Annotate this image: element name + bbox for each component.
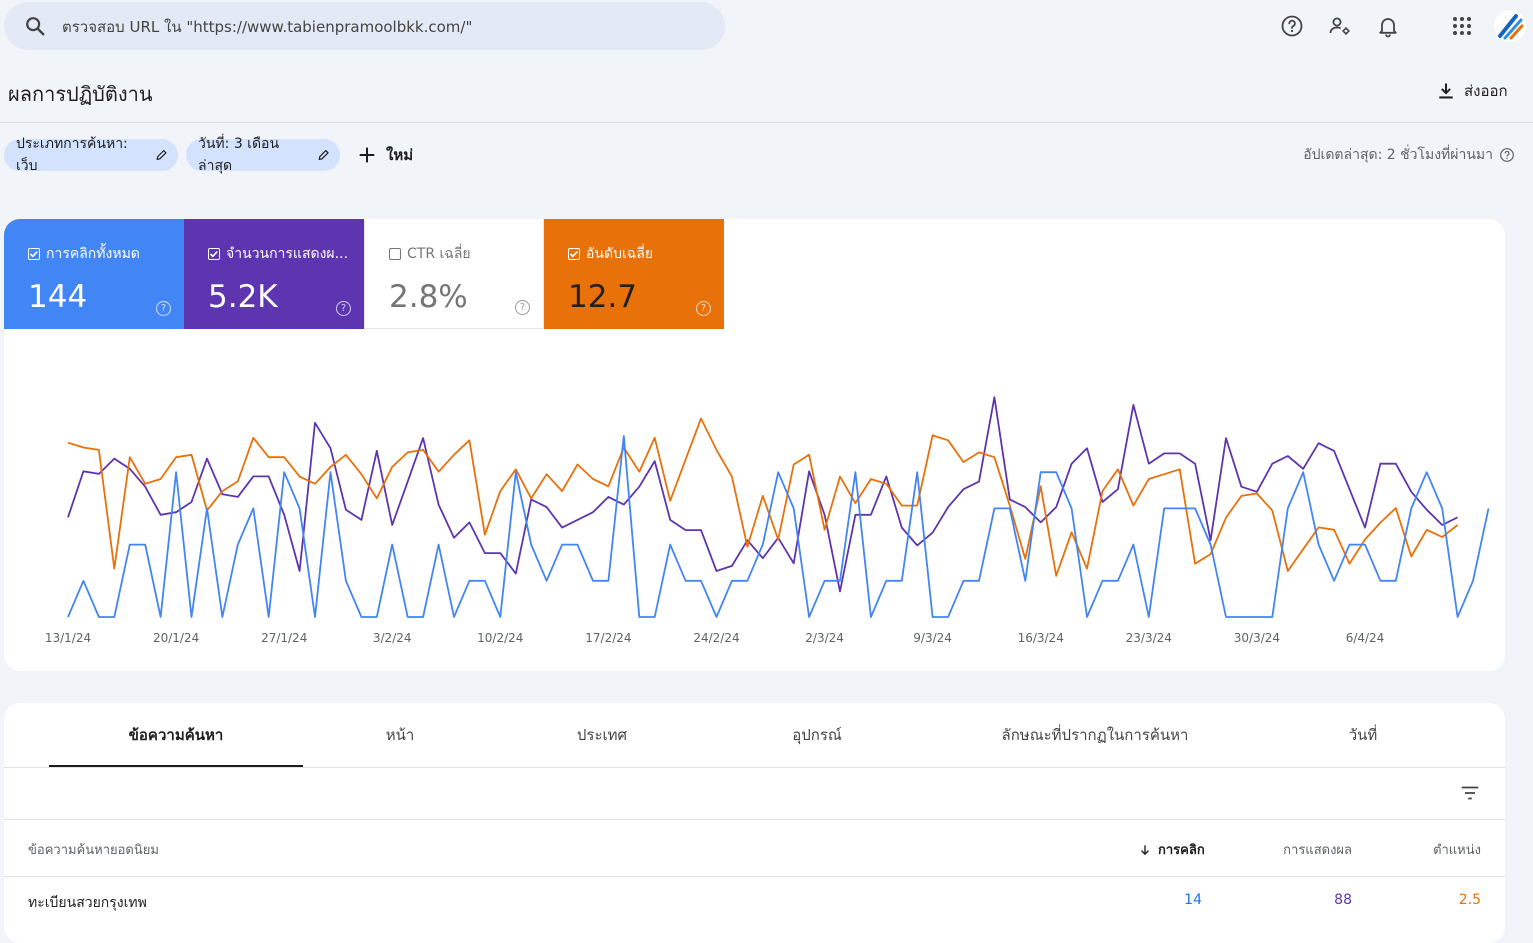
search-bar[interactable] [4,2,725,52]
row-position: 2.5 [1458,892,1481,908]
performance-line-chart[interactable]: 13/1/24 20/1/24 27/1/24 3/2/24 10/2/24 17/2/2… [4,329,1505,671]
tab-countries[interactable]: ประเทศ [576,726,628,744]
filter-row-divider [4,819,1505,820]
search-icon [26,17,45,36]
new-filter-button[interactable]: ใหม่ [356,139,413,171]
row-query: ทะเบียนสวยกรุงเทพ [28,895,147,911]
chip-label: ประเภทการค้นหา: เว็บ [16,136,128,174]
x-tick-label: 30/3/24 [1234,631,1280,645]
inspect-url-input[interactable] [60,2,704,52]
x-tick-label: 3/2/24 [373,631,412,645]
series-line-position[interactable] [67,417,1459,577]
results-table-card: ข้อความค้นหา หน้า ประเทศ อุปกรณ์ ลักษณะท… [4,703,1505,943]
row-impressions: 88 [1334,892,1352,908]
column-header-clicks[interactable]: การคลิก [1138,839,1205,860]
tab-pages[interactable]: หน้า [385,726,415,744]
x-tick-label: 6/4/24 [1346,631,1385,645]
checkbox-unchecked-icon[interactable] [389,248,401,260]
x-tick-label: 17/2/24 [585,631,631,645]
tab-dates[interactable]: วันที่ [1348,726,1378,744]
tab-divider [4,767,1505,768]
page-title: ผลการปฏิบัติงาน [8,82,153,106]
chip-label: วันที่: 3 เดือนล่าสุด [198,136,280,174]
metric-average-position[interactable]: อันดับเฉลี่ย 12.7 ? [544,219,724,329]
export-label: ส่งออก [1464,82,1508,100]
row-clicks: 14 [1184,892,1202,908]
download-icon [1439,83,1453,99]
edit-pencil-icon [318,149,329,161]
series-line-impressions[interactable] [67,396,1459,593]
tab-search-appearance[interactable]: ลักษณะที่ปรากฏในการค้นหา [1001,726,1189,744]
x-tick-label: 24/2/24 [693,631,739,645]
last-updated: อัปเดตล่าสุด: 2 ชั่วโมงที่ผ่านมา [1303,144,1515,166]
x-tick-label: 13/1/24 [45,631,91,645]
help-icon[interactable] [1280,14,1304,38]
checkbox-checked-icon[interactable] [568,248,580,260]
metric-value: 5.2K [208,279,278,315]
x-tick-label: 16/3/24 [1018,631,1064,645]
metric-value: 144 [28,279,88,315]
tab-devices[interactable]: อุปกรณ์ [792,726,842,744]
metric-total-impressions[interactable]: จำนวนการแสดงผ... 5.2K ? [184,219,364,329]
metric-value: 12.7 [568,279,638,315]
x-tick-label: 20/1/24 [153,631,199,645]
metric-total-clicks[interactable]: การคลิกทั้งหมด 144 ? [4,219,184,329]
column-header-impressions[interactable]: การแสดงผล [1283,843,1352,858]
help-icon[interactable]: ? [515,300,530,315]
x-tick-label: 10/2/24 [477,631,523,645]
metric-value: 2.8% [389,279,468,315]
plus-icon [359,147,375,163]
help-icon[interactable] [1499,147,1515,163]
header-divider [0,122,1533,123]
checkbox-checked-icon[interactable] [208,248,220,260]
new-filter-label: ใหม่ [386,146,414,164]
search-type-filter-chip[interactable]: ประเภทการค้นหา: เว็บ [4,136,178,174]
column-header-label: การคลิก [1158,843,1205,858]
apps-grid-icon[interactable] [1450,14,1474,38]
manage-users-icon[interactable] [1328,14,1352,38]
metric-label: จำนวนการแสดงผ... [226,246,348,262]
performance-chart-card: การคลิกทั้งหมด 144 ? จำนวนการแสดงผ... 5.… [4,219,1505,671]
tab-queries[interactable]: ข้อความค้นหา [128,726,224,744]
metric-label: การคลิกทั้งหมด [46,246,140,262]
column-header-query[interactable]: ข้อความค้นหายอดนิยม [28,843,159,858]
sort-descending-arrow-icon [1141,844,1149,855]
header-row-divider [4,876,1505,877]
edit-pencil-icon [156,150,167,160]
filter-rows-icon[interactable] [1459,782,1481,804]
avatar[interactable] [1494,10,1526,42]
x-tick-label: 2/3/24 [805,631,844,645]
column-header-position[interactable]: ตำแหน่ง [1433,843,1481,858]
metric-average-ctr[interactable]: CTR เฉลี่ย 2.8% ? [364,219,544,329]
date-filter-chip[interactable]: วันที่: 3 เดือนล่าสุด [186,136,340,174]
checkbox-checked-icon[interactable] [28,248,40,260]
x-tick-label: 9/3/24 [913,631,952,645]
help-icon[interactable]: ? [156,301,171,316]
series-line-clicks[interactable] [67,435,1490,618]
help-icon[interactable]: ? [336,301,351,316]
last-updated-text: อัปเดตล่าสุด: 2 ชั่วโมงที่ผ่านมา [1303,147,1493,163]
metric-label: อันดับเฉลี่ย [586,246,654,262]
export-button[interactable]: ส่งออก [1436,78,1508,104]
help-icon[interactable]: ? [696,301,711,316]
active-tab-indicator [49,765,303,767]
x-tick-label: 27/1/24 [261,631,307,645]
x-tick-label: 23/3/24 [1126,631,1172,645]
metric-label: CTR เฉลี่ย [407,246,471,262]
notifications-icon[interactable] [1376,14,1400,38]
brand-logo-icon [1498,14,1524,40]
